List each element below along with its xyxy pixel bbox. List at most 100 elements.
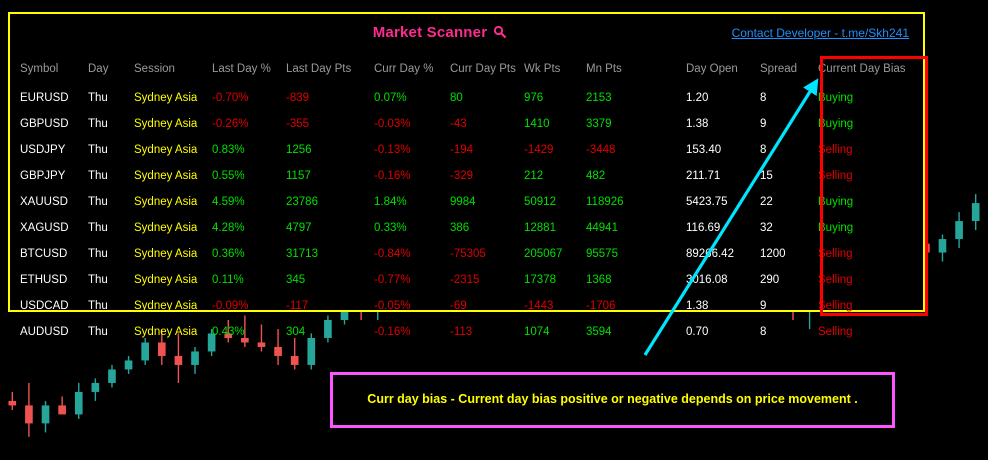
cell-spread: 32 [760,222,773,234]
cell-last-day-pct: -0.26% [212,118,249,130]
cell-curr-day-pct: -0.13% [374,144,411,156]
table-row[interactable]: GBPUSD Thu Sydney Asia -0.26% -355 -0.03% -43 1… [20,111,928,137]
cell-wk-pts: 1410 [524,118,550,130]
cell-last-day-pct: 0.11% [212,274,244,286]
cell-symbol: BTCUSD [20,248,68,260]
cell-last-day-pts: 1157 [286,170,311,182]
cell-day-open: 1.38 [686,118,709,130]
cell-mn-pts: 95575 [586,248,618,260]
cell-session: Sydney Asia [134,196,198,208]
cell-current-day-bias: Buying [818,118,854,130]
cell-day-open: 1.38 [686,300,709,312]
table-row[interactable]: USDJPY Thu Sydney Asia 0.83% 1256 -0.13% -194 -… [20,137,928,163]
market-scanner-panel: Market Scanner Contact Developer - t.me/… [8,12,928,338]
cell-spread: 15 [760,170,773,182]
cell-curr-day-pts: -43 [450,118,467,130]
cell-last-day-pts: 23786 [286,196,318,208]
cell-last-day-pts: -839 [286,92,310,104]
cell-mn-pts: 118926 [586,196,624,208]
cell-current-day-bias: Buying [818,92,854,104]
col-header-mn-pts[interactable]: Mn Pts [586,63,622,75]
cell-spread: 8 [760,144,767,156]
cell-mn-pts: 2153 [586,92,612,104]
cell-mn-pts: -3448 [586,144,616,156]
table-row[interactable]: USDCAD Thu Sydney Asia -0.09% -117 -0.05% -69 -… [20,293,928,319]
col-header-last-day-pts[interactable]: Last Day Pts [286,63,352,75]
col-header-session[interactable]: Session [134,63,175,75]
col-header-current-day-bias[interactable]: Current Day Bias [818,63,906,75]
table-row[interactable]: GBPJPY Thu Sydney Asia 0.55% 1157 -0.16% -329 2… [20,163,928,189]
cell-current-day-bias: Selling [818,248,853,260]
cell-wk-pts: 212 [524,170,544,182]
cell-curr-day-pts: -75305 [450,248,486,260]
cell-curr-day-pct: 1.84% [374,196,407,208]
cell-wk-pts: 976 [524,92,544,104]
table-row[interactable]: EURUSD Thu Sydney Asia -0.70% -839 0.07% 80 976… [20,85,928,111]
col-header-curr-day-pct[interactable]: Curr Day % [374,63,434,75]
cell-spread: 8 [760,326,767,338]
col-header-last-day-pct[interactable]: Last Day % [212,63,271,75]
cell-day-open: 5423.75 [686,196,728,208]
cell-symbol: XAUUSD [20,196,68,208]
cell-session: Sydney Asia [134,222,198,234]
cell-day: Thu [88,222,108,234]
col-header-symbol[interactable]: Symbol [20,63,59,75]
col-header-day[interactable]: Day [88,63,109,75]
cell-current-day-bias: Buying [818,222,854,234]
col-header-day-open[interactable]: Day Open [686,63,738,75]
table-row[interactable]: XAUUSD Thu Sydney Asia 4.59% 23786 1.84% 9984 5… [20,189,928,215]
cell-session: Sydney Asia [134,300,198,312]
cell-day-open: 0.70 [686,326,709,338]
cell-day: Thu [88,118,108,130]
cell-day-open: 3016.08 [686,274,728,286]
cell-mn-pts: 3379 [586,118,612,130]
cell-curr-day-pct: -0.03% [374,118,411,130]
cell-last-day-pct: 0.55% [212,170,245,182]
col-header-curr-day-pts[interactable]: Curr Day Pts [450,63,516,75]
cell-session: Sydney Asia [134,326,198,338]
cell-last-day-pts: -355 [286,118,310,130]
cell-last-day-pct: 4.59% [212,196,245,208]
cell-spread: 290 [760,274,780,286]
cell-symbol: ETHUSD [20,274,68,286]
cell-wk-pts: 12881 [524,222,556,234]
cell-curr-day-pct: -0.84% [374,248,411,260]
cell-session: Sydney Asia [134,170,198,182]
contact-developer-link[interactable]: Contact Developer - t.me/Skh241 [731,26,909,40]
cell-curr-day-pts: -329 [450,170,474,182]
cell-day: Thu [88,300,108,312]
cell-curr-day-pct: 0.07% [374,92,407,104]
table-row[interactable]: AUDUSD Thu Sydney Asia 0.43% 304 -0.16% -113 10… [20,319,928,345]
table-header-row: Symbol Day Session Last Day % Last Day P… [20,59,928,85]
cell-last-day-pts: 4797 [286,222,312,234]
cell-session: Sydney Asia [134,92,198,104]
col-header-spread[interactable]: Spread [760,63,798,75]
annotation-note-box: Curr day bias - Current day bias positiv… [330,372,895,428]
cell-day-open: 211.71 [686,170,721,182]
cell-curr-day-pct: -0.16% [374,170,411,182]
cell-mn-pts: -1706 [586,300,616,312]
magnifier-icon [493,25,507,43]
cell-current-day-bias: Selling [818,300,853,312]
cell-curr-day-pts: -194 [450,144,474,156]
table-row[interactable]: BTCUSD Thu Sydney Asia 0.36% 31713 -0.84% -753… [20,241,928,267]
cell-session: Sydney Asia [134,274,198,286]
cell-mn-pts: 482 [586,170,606,182]
cell-current-day-bias: Selling [818,274,853,286]
cell-day: Thu [88,274,108,286]
table-row[interactable]: XAGUSD Thu Sydney Asia 4.28% 4797 0.33% 386 128… [20,215,928,241]
col-header-wk-pts[interactable]: Wk Pts [524,63,561,75]
cell-last-day-pct: 0.83% [212,144,245,156]
cell-last-day-pts: 304 [286,326,306,338]
cell-wk-pts: -1429 [524,144,554,156]
cell-last-day-pts: 345 [286,274,306,286]
scanner-table-body: EURUSD Thu Sydney Asia -0.70% -839 0.07% 80 976… [20,85,928,345]
cell-curr-day-pct: -0.16% [374,326,411,338]
cell-symbol: GBPUSD [20,118,69,130]
cell-curr-day-pct: 0.33% [374,222,407,234]
cell-symbol: XAGUSD [20,222,69,234]
cell-symbol: USDJPY [20,144,66,156]
table-row[interactable]: ETHUSD Thu Sydney Asia 0.11% 345 -0.77% -2315 1… [20,267,928,293]
cell-curr-day-pct: -0.77% [374,274,411,286]
scanner-table: Symbol Day Session Last Day % Last Day P… [20,59,928,345]
